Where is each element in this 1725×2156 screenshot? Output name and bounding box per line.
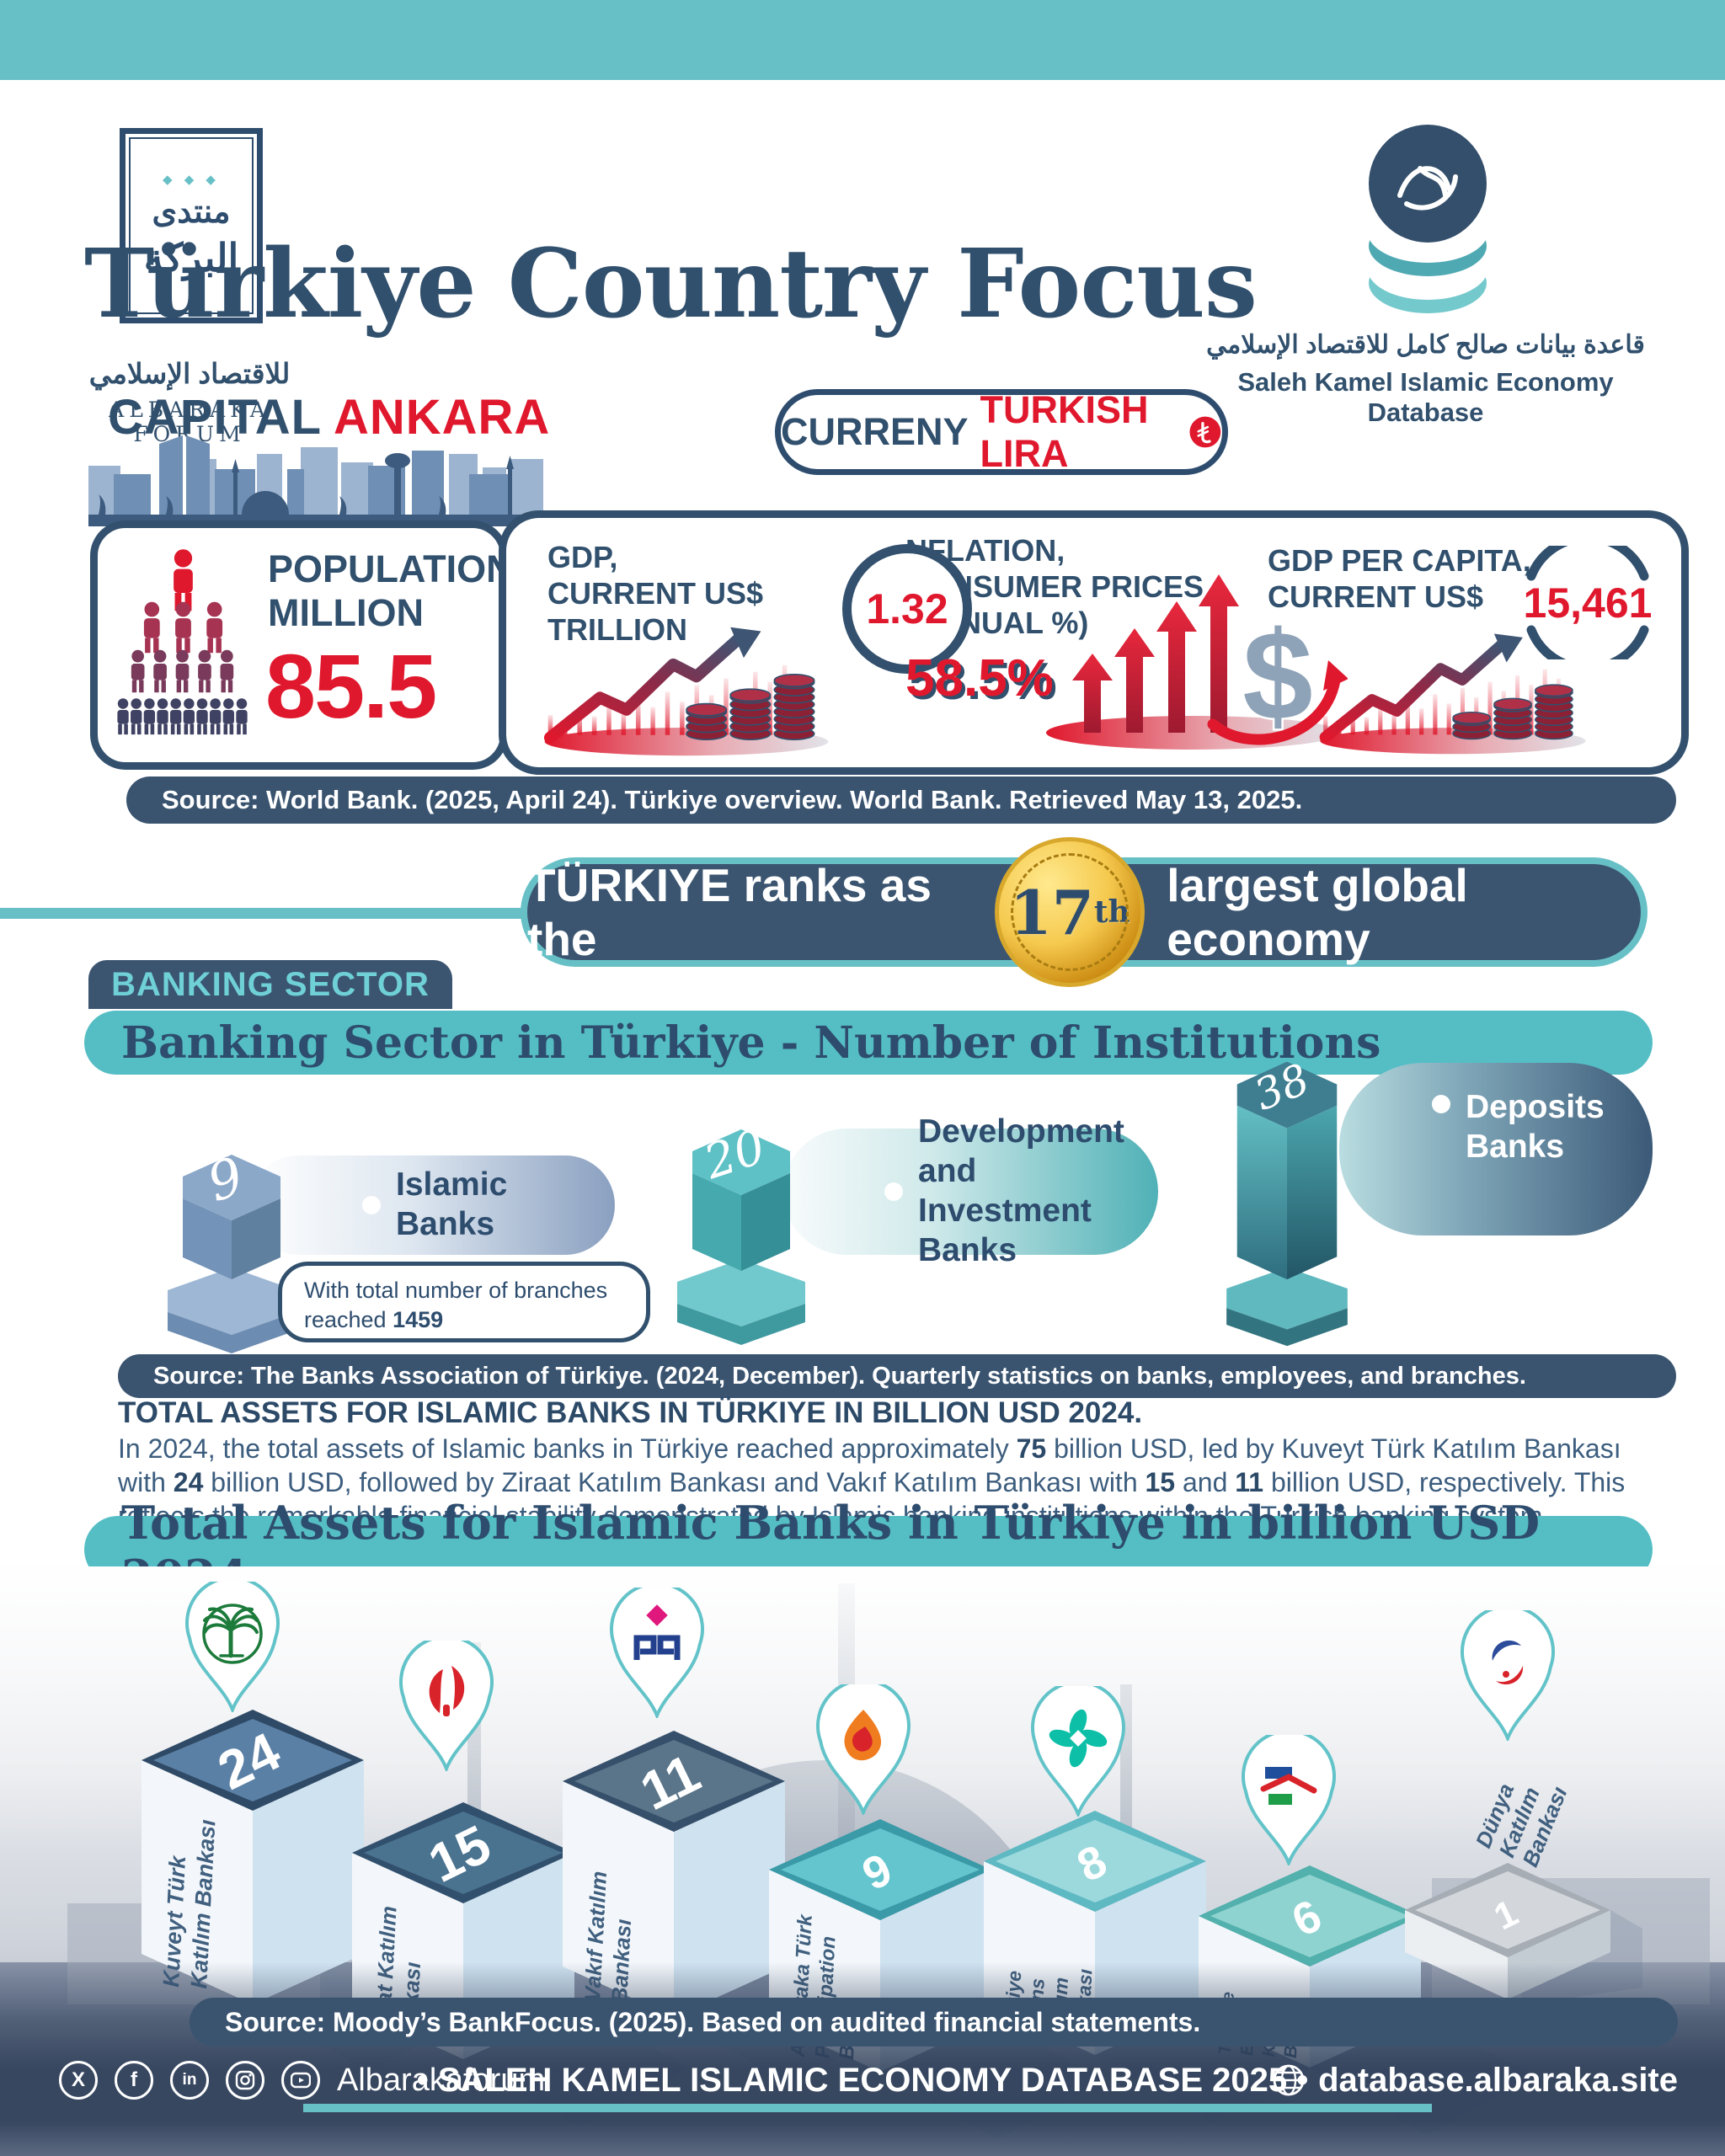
currency-label: CURRENY [781, 410, 969, 453]
source-banks-association: Source: The Banks Association of Türkiye… [118, 1354, 1676, 1398]
currency-value: TURKISH LIRA [980, 388, 1149, 475]
logo-diamonds-icon: ◆ ◆ ◆ [163, 172, 220, 187]
turkish-lira-icon [1189, 416, 1221, 448]
bar-ziraat: 15 Ziraat KatılımBankası [352, 1802, 691, 2127]
population-value: 85.5 [265, 635, 437, 737]
bullet-icon [884, 1182, 903, 1201]
logo-arabic-line2: البركة [143, 234, 239, 280]
footer-accent-line [303, 2104, 1432, 2112]
turkiye-finans-logo-icon [1049, 1709, 1108, 1768]
assets-heading: TOTAL ASSETS FOR ISLAMIC BANKS IN TÜRKIY… [118, 1396, 1143, 1429]
deposits-banks-prism: 38 [1226, 1054, 1348, 1347]
population-pyramid-icon [117, 549, 248, 735]
bullet-icon [1432, 1095, 1450, 1113]
pin-kuveyt-turk [174, 1576, 291, 1715]
banner-accent-line [0, 908, 539, 919]
social-handle[interactable]: Albarakaforum [337, 2062, 546, 2098]
database-logo-icon [1367, 125, 1488, 313]
ziraat-logo-icon [429, 1666, 465, 1716]
pin-vakif [598, 1582, 716, 1721]
gdp-per-capita-label: GDP PER CAPITA, CURRENT US$ [1268, 543, 1531, 615]
database-arabic-title: قاعدة بيانات صالح كامل للاقتصاد الإسلامي [1206, 331, 1645, 359]
footer-website[interactable]: database.albaraka.site [1271, 2062, 1678, 2100]
top-accent-bar [0, 0, 1725, 80]
page-title: Türkiye Country Focus [84, 229, 1258, 339]
pin-dunya [1449, 1604, 1567, 1743]
logo-arabic-line1: منتدى [152, 191, 231, 230]
source-moodys: Source: Moody’s BankFocus. (2025). Based… [190, 1998, 1678, 2047]
emlak-logo-icon [1260, 1767, 1317, 1805]
development-banks-pill: Development and Investment Banks [783, 1113, 1158, 1268]
kuveyt-turk-logo-icon [202, 1604, 263, 1664]
gdp-label: GDP, CURRENT US$ TRILLION [547, 540, 764, 648]
gdp-growth-chart-illustration [543, 627, 829, 756]
inflation-illustration: $ [1046, 574, 1348, 750]
x-twitter-icon[interactable]: X [59, 2061, 98, 2100]
pin-emlak [1230, 1729, 1348, 1868]
svg-text:15,461: 15,461 [1524, 579, 1653, 627]
population-label: POPULATION, MILLION [268, 547, 525, 635]
capital-row: CAPITAL ANKARA [108, 389, 550, 446]
albaraka-logo-icon [844, 1710, 882, 1761]
social-links: X f in Albarakaforum [59, 2061, 545, 2100]
svg-text:DünyaKatılımBankası: DünyaKatılımBankası [1471, 1764, 1573, 1870]
footer: X f in Albarakaforum • SALEH KAMEL ISLAM… [0, 2057, 1725, 2104]
footer-overlay [0, 1962, 1725, 2156]
islamic-banks-label: Islamic Banks [396, 1166, 508, 1242]
rank-banner-prefix: TÜRKIYE ranks as the [527, 859, 932, 965]
footer-database-title: • SALEH KAMEL ISLAMIC ECONOMY DATABASE 2… [416, 2061, 1309, 2099]
deposits-banks-pill: Deposits Banks [1339, 1063, 1653, 1235]
pin-turkiye-finans [1019, 1680, 1137, 1819]
bullet-icon [362, 1196, 381, 1214]
rank-banner-suffix: largest global economy [1167, 859, 1468, 965]
branches-note: With total number of branches reached 14… [278, 1262, 650, 1342]
banking-sector-tab: BANKING SECTOR [88, 960, 452, 1009]
islamic-banks-pill: Islamic Banks [248, 1155, 615, 1255]
globe-icon [1273, 2064, 1305, 2096]
facebook-icon[interactable]: f [115, 2061, 153, 2100]
development-banks-label: Development and Investment Banks [918, 1113, 1124, 1268]
deposits-banks-label: Deposits Banks [1466, 1089, 1605, 1165]
inflation-value: 58.5% [905, 649, 1054, 707]
albaraka-forum-logo: ◆ ◆ ◆ منتدى البركة [120, 128, 263, 323]
ankara-skyline-illustration [88, 435, 547, 526]
gdp-per-capita-value-badge: 15,461 [1524, 546, 1653, 659]
pin-albaraka [804, 1678, 922, 1817]
source-world-bank: Source: World Bank. (2025, April 24). Tü… [126, 776, 1676, 824]
development-banks-prism: 20 [677, 1119, 805, 1345]
youtube-icon[interactable] [281, 2061, 320, 2100]
gdp-value-badge: 1.32 [842, 544, 972, 674]
database-english-title: Saleh Kamel Islamic Economy Database [1237, 367, 1614, 427]
currency-badge: CURRENY TURKISH LIRA [775, 388, 1228, 475]
footer-site-url[interactable]: database.albaraka.site [1318, 2061, 1678, 2099]
gdp-per-capita-growth-illustration [1319, 633, 1586, 755]
institutions-heading: Banking Sector in Türkiye - Number of In… [84, 1011, 1653, 1075]
dunya-logo-icon [1492, 1640, 1524, 1685]
instagram-icon[interactable] [226, 2061, 264, 2100]
capital-label: CAPITAL [108, 390, 321, 445]
albaraka-arabic-subtitle: للاقتصاد الإسلامي [88, 358, 291, 389]
linkedin-icon[interactable]: in [170, 2061, 209, 2100]
islamic-banks-prism: 9 [168, 1145, 296, 1353]
capital-value: ANKARA [333, 390, 551, 445]
pin-ziraat [387, 1635, 505, 1774]
